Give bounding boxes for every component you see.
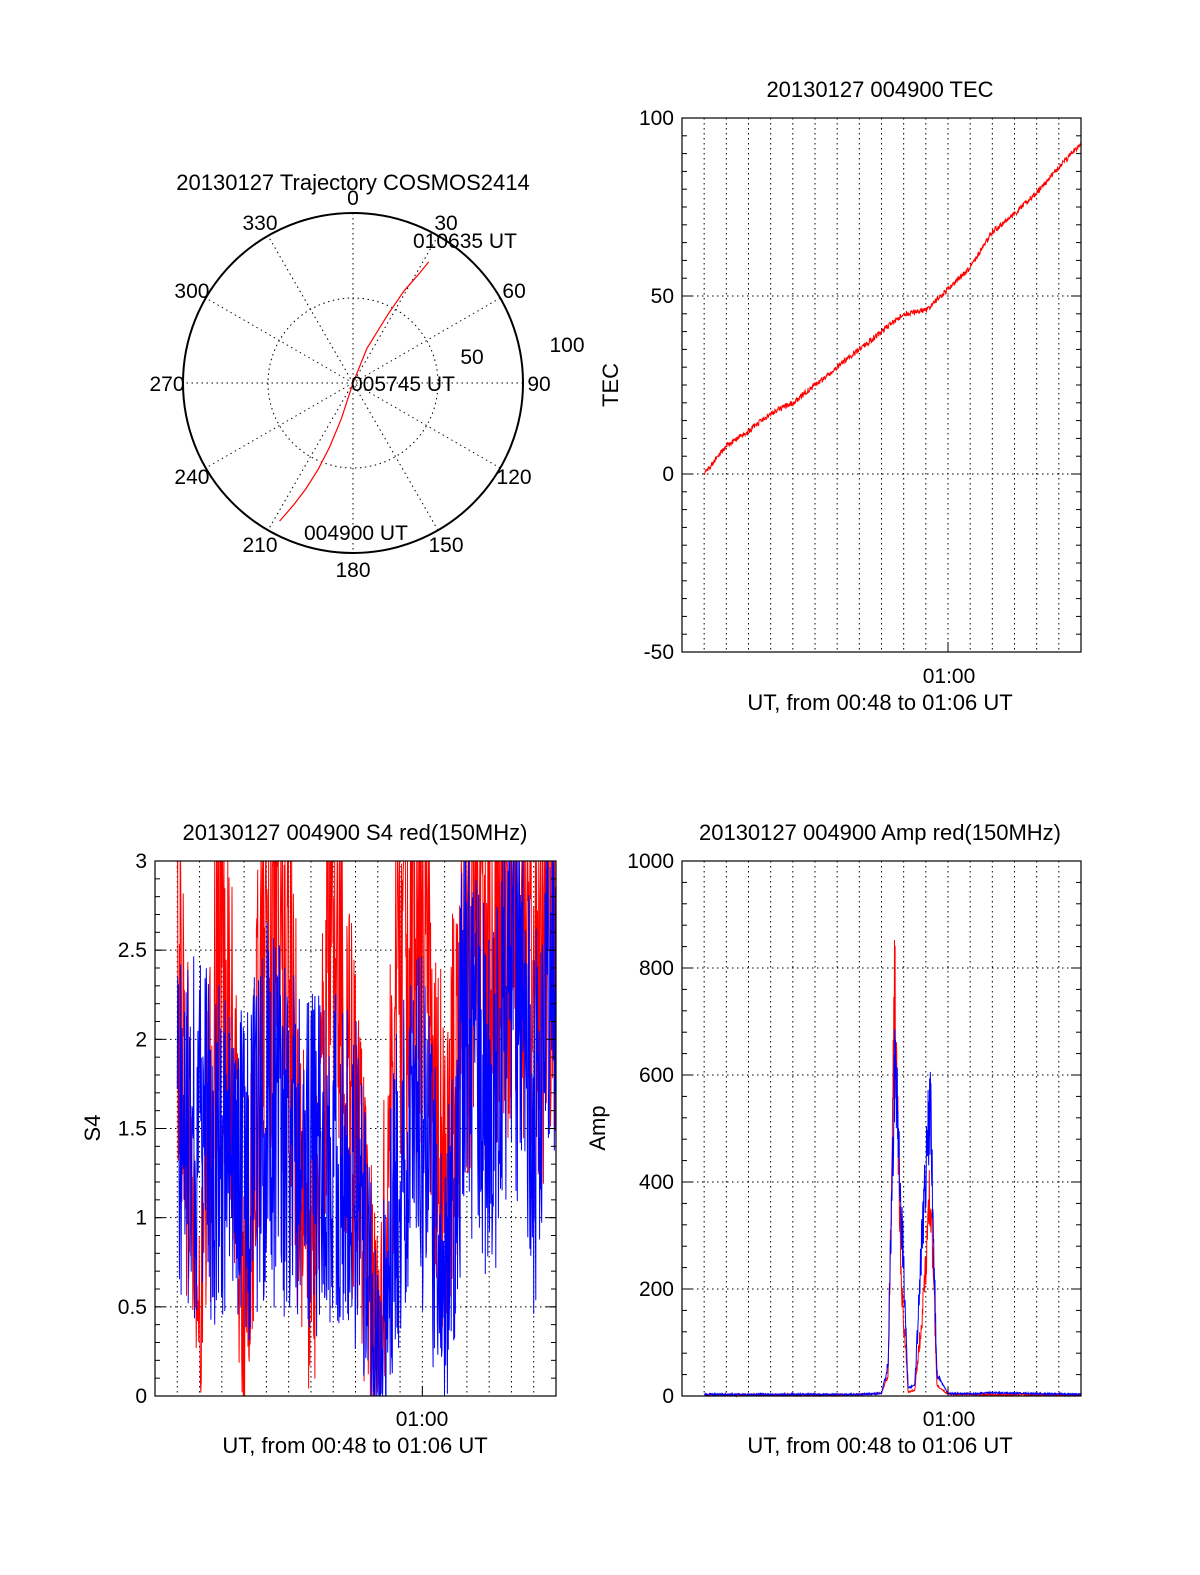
s4-y-axis-label: S4 [80,1115,105,1142]
amp-series [704,940,1082,1398]
amp-y-ticks: 0 200 400 600 800 1000 [627,850,1081,1408]
polar-azimuth-label: 150 [428,534,463,557]
amp-y-axis-label: Amp [585,1105,610,1150]
trajectory-start-label: 004900 UT [304,522,408,545]
y-tick-label: 1000 [627,850,674,873]
y-tick-label: 2.5 [118,939,147,962]
polar-azimuth-label: 240 [174,466,209,489]
polar-azimuth-label: 30 [434,212,457,235]
polar-azimuth-label: 180 [335,559,370,582]
tec-panel: 20130127 004900 TEC -50 0 50 100 01:00 UT, … [598,77,1082,715]
y-tick-label: 1.5 [118,1118,147,1141]
polar-azimuth-label: 90 [527,373,550,396]
y-tick-label: 0.5 [118,1296,147,1319]
polar-azimuth-label: 60 [502,280,525,303]
s4-y-ticks: 0 0.5 1 1.5 2 2.5 3 [118,850,556,1408]
y-tick-label: 0 [662,1385,674,1408]
tec-y-axis-label: TEC [598,363,623,407]
trajectory-polar-panel: 20130127 Trajectory COSMOS2414 0 30 60 90 12… [149,170,584,582]
y-tick-label: 0 [662,463,674,486]
y-tick-label: 2 [135,1028,147,1051]
amp-panel: 20130127 004900 Amp red(150MHz) 0 200 400 6… [585,820,1082,1458]
tec-title: 20130127 004900 TEC [766,77,993,102]
y-tick-label: 0 [135,1385,147,1408]
trajectory-line [279,261,430,522]
tec-series [703,140,1082,476]
tec-x-tick: 01:00 [923,665,976,688]
tec-x-axis-label: UT, from 00:48 to 01:06 UT [747,690,1012,715]
amp-x-tick: 01:00 [923,1408,976,1431]
y-tick-label: 200 [639,1278,674,1301]
polar-radial-tick-100: 100 [549,334,584,357]
polar-azimuth-labels: 0 30 60 90 120 150 180 210 240 270 300 330 [149,187,550,582]
series-line [703,140,1082,476]
polar-azimuth-label: 270 [149,373,184,396]
polar-azimuth-label: 330 [242,212,277,235]
polar-azimuth-label: 0 [347,187,359,210]
y-tick-label: 800 [639,957,674,980]
y-tick-label: 3 [135,850,147,873]
y-tick-label: 100 [639,107,674,130]
s4-x-tick: 01:00 [396,1408,449,1431]
series-line [704,1029,1082,1397]
amp-plot-frame [681,860,1082,1397]
trajectory-mid-label: 005745 UT [351,373,455,396]
s4-x-axis-label: UT, from 00:48 to 01:06 UT [222,1433,487,1458]
polar-radial-tick-50: 50 [460,346,483,369]
trajectory-title: 20130127 Trajectory COSMOS2414 [176,170,529,195]
s4-panel: 20130127 004900 S4 red(150MHz) 0 0.5 1 1.5 2… [80,820,557,1458]
polar-azimuth-label: 210 [242,534,277,557]
s4-series [176,860,557,1397]
y-tick-label: 400 [639,1171,674,1194]
series-line [176,860,557,1397]
amp-grid [682,861,1081,1396]
trajectory-end-label: 010635 UT [413,230,517,253]
y-tick-label: -50 [644,641,674,664]
amp-title: 20130127 004900 Amp red(150MHz) [699,820,1061,845]
y-tick-label: 50 [651,285,674,308]
tec-grid [682,118,1081,652]
tec-y-ticks: -50 0 50 100 [639,107,1081,664]
polar-azimuth-label: 300 [174,280,209,303]
amp-x-axis-label: UT, from 00:48 to 01:06 UT [747,1433,1012,1458]
y-tick-label: 600 [639,1064,674,1087]
s4-title: 20130127 004900 S4 red(150MHz) [183,820,528,845]
polar-azimuth-label: 120 [497,466,532,489]
y-tick-label: 1 [135,1207,147,1230]
